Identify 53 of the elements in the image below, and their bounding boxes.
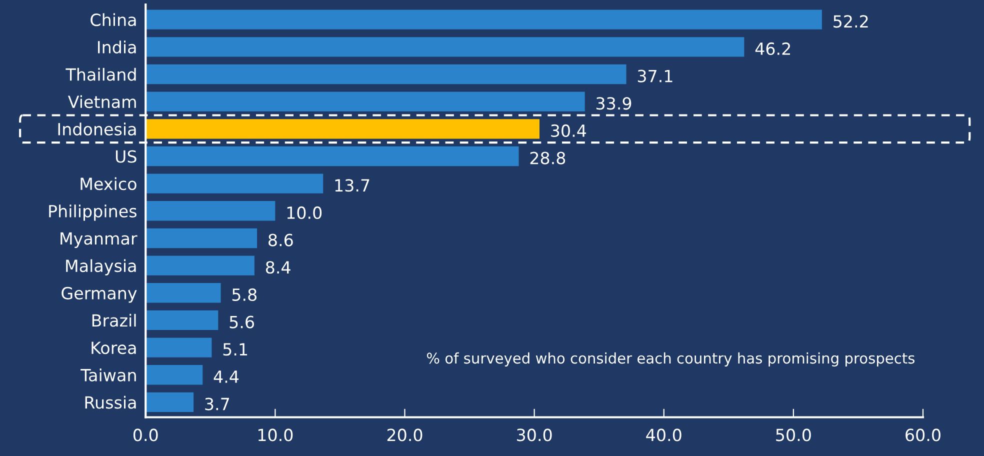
y-tick-label: Philippines — [49, 204, 136, 221]
y-tick-label: China — [90, 13, 136, 26]
bar — [146, 392, 194, 412]
data-label: 13.7 — [335, 179, 370, 192]
data-label: 30.4 — [551, 124, 586, 138]
x-tick-label: 10.0 — [258, 428, 293, 442]
y-tick-label: Germany — [62, 286, 137, 303]
data-label: 4.4 — [214, 370, 239, 383]
x-tick-label: 20.0 — [387, 428, 422, 442]
x-tick-label: 0.0 — [133, 428, 158, 442]
bar — [146, 228, 258, 248]
bar — [146, 365, 203, 385]
y-tick-label: Thailand — [66, 68, 136, 81]
data-label: 5.1 — [223, 343, 248, 356]
annotation: % of surveyed who consider each country has promising prospects — [426, 352, 915, 367]
y-tick-label: Mexico — [80, 177, 136, 190]
bar — [146, 310, 218, 330]
bar — [146, 10, 822, 30]
y-tick-label: Indonesia — [58, 122, 136, 136]
y-tick-label: Taiwan — [80, 368, 136, 382]
y-tick-label: Brazil — [92, 314, 136, 327]
y-tick-label: Malaysia — [66, 259, 136, 276]
data-label: 33.9 — [596, 97, 632, 110]
bar — [146, 146, 519, 166]
y-tick-label: India — [98, 40, 136, 54]
data-label: 37.1 — [638, 70, 672, 82]
bar — [146, 338, 212, 358]
x-tick-label: 30.0 — [517, 428, 552, 442]
bar — [146, 64, 626, 84]
y-tick-label: US — [116, 150, 136, 163]
bar — [146, 283, 221, 303]
data-label: 46.2 — [755, 42, 790, 56]
bar — [146, 37, 744, 57]
bar — [146, 174, 324, 194]
data-label: 28.8 — [530, 152, 566, 164]
data-label: 3.7 — [205, 398, 230, 410]
data-label: 5.8 — [232, 288, 257, 302]
bar — [146, 256, 254, 276]
bar — [146, 92, 585, 112]
y-tick-label: Vietnam — [68, 95, 136, 108]
x-tick-label: 50.0 — [776, 428, 811, 442]
bar — [146, 201, 276, 221]
data-label: 5.6 — [230, 316, 254, 328]
y-tick-label: Myanmar — [60, 232, 138, 248]
bar — [146, 119, 540, 139]
y-tick-label: Korea — [92, 342, 136, 354]
y-tick-label: Russia — [85, 396, 136, 409]
data-label: 52.2 — [834, 15, 868, 28]
data-label: 8.6 — [268, 234, 293, 246]
x-tick-label: 60.0 — [906, 428, 940, 442]
x-tick-label: 40.0 — [646, 428, 682, 442]
data-label: 8.4 — [266, 261, 290, 274]
data-label: 10.0 — [287, 206, 322, 220]
